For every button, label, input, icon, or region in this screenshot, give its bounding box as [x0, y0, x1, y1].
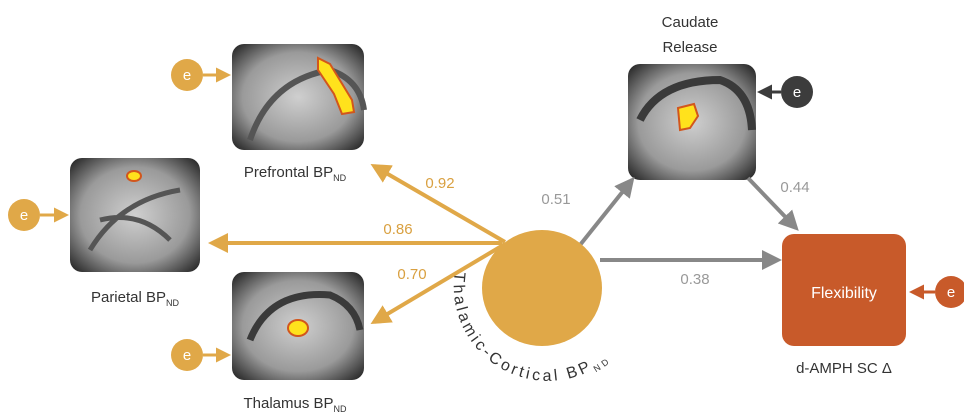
- flexibility-caption: d-AMPH SC Δ: [796, 360, 892, 377]
- caudate-label: Caudate: [662, 14, 719, 31]
- error-label: e: [947, 284, 955, 301]
- edge-coefficient: 0.38: [680, 271, 709, 288]
- error-node: [935, 276, 964, 308]
- latent-node: [482, 230, 602, 346]
- edge-arrow: [370, 242, 507, 325]
- error-label: e: [793, 84, 801, 101]
- latent-label-sub: ND: [592, 355, 613, 374]
- edge-coefficient: 0.44: [780, 179, 809, 196]
- error-label: e: [20, 207, 28, 224]
- flexibility-label: Flexibility: [811, 285, 877, 302]
- error-node: [171, 339, 203, 371]
- label-main: Prefrontal BP: [244, 164, 333, 181]
- label-sub: ND: [334, 404, 347, 414]
- label-main: Thalamus BP: [243, 395, 333, 412]
- flexibility-node: [782, 234, 906, 346]
- label-sub: ND: [166, 298, 179, 308]
- edge-arrow: [370, 163, 507, 244]
- thalamus-image: [232, 272, 364, 380]
- parietal-image: [70, 158, 200, 272]
- edge-coefficient: 0.92: [425, 175, 454, 192]
- edge-coefficient: 0.86: [383, 221, 412, 238]
- parietal-label: Parietal BPND: [91, 289, 180, 308]
- error-node: [781, 76, 813, 108]
- error-node: [8, 199, 40, 231]
- caudate-label: Release: [662, 39, 717, 56]
- error-label: e: [183, 347, 191, 364]
- caudate-image: [628, 64, 756, 180]
- label-sub: ND: [333, 173, 346, 183]
- thalamus-label: Thalamus BPND: [243, 395, 347, 414]
- label-main: Parietal BP: [91, 289, 166, 306]
- edge-coefficient: 0.70: [397, 266, 426, 283]
- edge-coefficient: 0.51: [541, 191, 570, 208]
- error-node: [171, 59, 203, 91]
- prefrontal-label: Prefrontal BPND: [244, 164, 347, 183]
- edge-arrow: [746, 176, 799, 231]
- prefrontal-image: [232, 44, 367, 150]
- error-label: e: [183, 67, 191, 84]
- edge-arrow: [578, 176, 635, 247]
